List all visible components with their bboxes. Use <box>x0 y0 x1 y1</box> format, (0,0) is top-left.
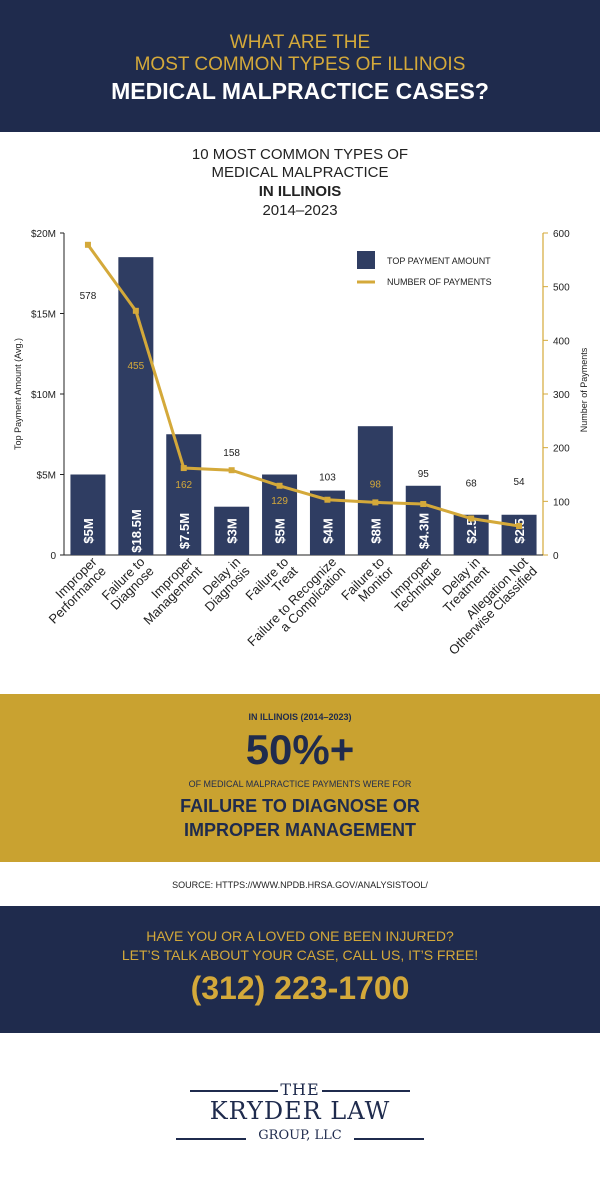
bar-8 <box>405 485 441 555</box>
logo-rule-bottom-right <box>354 1138 424 1140</box>
right-axis-title: Number of Payments <box>579 347 589 432</box>
bar-value-label: $2.5 <box>464 518 479 543</box>
payments-value-label: 68 <box>466 479 478 490</box>
left-axis-title: Top Payment Amount (Avg.) <box>13 338 23 450</box>
bar-4 <box>214 506 250 555</box>
left-tick-label: $5M <box>37 471 56 482</box>
bar-10 <box>501 514 537 555</box>
x-tick-label: Failure toMonitor <box>338 554 397 613</box>
logo-rule-left <box>190 1090 278 1092</box>
stat-sub: OF MEDICAL MALPRACTICE PAYMENTS WERE FOR <box>188 779 412 789</box>
x-tick-label: ImproperPerformance <box>36 554 109 627</box>
chart-title-line-3: IN ILLINOIS <box>258 183 342 200</box>
payments-point <box>228 467 235 474</box>
source-text: SOURCE: HTTPS://WWW.NPDB.HRSA.GOV/ANALYS… <box>172 880 428 890</box>
bar-value-label: $7.5M <box>177 513 192 549</box>
payments-value-label: 578 <box>80 291 97 302</box>
header-banner <box>0 0 600 132</box>
payments-line <box>86 243 520 528</box>
cta-line-2: LET’S TALK ABOUT YOUR CASE, CALL US, IT’… <box>121 947 479 963</box>
bar-value-label: $5M <box>81 518 96 543</box>
stat-line-2: IMPROPER MANAGEMENT <box>183 820 416 840</box>
payments-point <box>132 307 139 314</box>
x-tick-label: Failure toDiagnose <box>98 554 157 613</box>
chart: 0 $5M $10M $15M $20M 0 100 200 300 400 500 600 Top P… <box>13 229 589 658</box>
x-tick-label: Failure to Recognizea Complication <box>244 554 348 658</box>
right-tick-label: 600 <box>553 229 570 240</box>
payments-point <box>468 515 475 522</box>
bar-2 <box>118 257 154 555</box>
bar-value-label: $4M <box>320 518 335 543</box>
stat-big-number: 50%+ <box>245 726 355 773</box>
right-tick-label: 400 <box>553 336 570 347</box>
payments-point <box>324 496 331 503</box>
chart-title-line-1: 10 MOST COMMON TYPES OF <box>191 146 409 163</box>
payments-value-label: 162 <box>175 480 192 491</box>
legend-label-bar: TOP PAYMENT AMOUNT <box>387 256 491 266</box>
payments-value-label: 95 <box>418 469 430 480</box>
stat-kicker: IN ILLINOIS (2014–2023) <box>248 712 352 722</box>
payments-value-label: 54 <box>513 477 525 488</box>
right-tick-label: 500 <box>553 283 570 294</box>
stat-line-1: FAILURE TO DIAGNOSE OR <box>180 796 420 816</box>
cta-line-1: HAVE YOU OR A LOVED ONE BEEN INJURED? <box>146 928 454 944</box>
logo-name: KRYDER LAW <box>209 1097 391 1125</box>
payments-point <box>516 523 523 530</box>
payments-value-label: 103 <box>319 473 336 484</box>
payments-point <box>372 499 379 506</box>
payments-point <box>180 465 187 472</box>
legend-swatch-bar <box>357 251 375 269</box>
chart-title-line-2: MEDICAL MALPRACTICE <box>211 164 389 181</box>
bar-7 <box>357 426 393 555</box>
x-tick-label: ImproperTechnique <box>382 554 444 616</box>
bar-value-label: $2.5 <box>512 518 527 543</box>
logo-rule-bottom-left <box>176 1138 246 1140</box>
left-tick-label: $15M <box>31 310 56 321</box>
payments-value-label: 98 <box>370 479 382 490</box>
logo-the: THE <box>280 1080 320 1099</box>
header-line-2: MOST COMMON TYPES OF ILLINOIS <box>134 54 466 75</box>
left-tick-label: $10M <box>31 390 56 401</box>
left-tick-label: $20M <box>31 229 56 240</box>
cta-banner <box>0 906 600 1033</box>
bar-value-label: $5M <box>273 518 288 543</box>
payments-value-label: 158 <box>223 448 240 459</box>
right-tick-label: 100 <box>553 497 570 508</box>
chart-title-years: 2014–2023 <box>262 202 338 219</box>
right-tick-label: 300 <box>553 390 570 401</box>
right-tick-label: 0 <box>553 551 559 562</box>
bar-value-label: $4.3M <box>416 513 431 549</box>
bar-1 <box>70 474 106 555</box>
bar-value-label: $3M <box>225 518 240 543</box>
legend-label-line: NUMBER OF PAYMENTS <box>387 277 492 287</box>
bar-value-label: $8M <box>368 518 383 543</box>
payments-point <box>276 482 283 489</box>
header-line-3: MEDICAL MALPRACTICE CASES? <box>111 78 489 104</box>
phone-number[interactable]: (312) 223-1700 <box>190 970 410 1006</box>
payments-point <box>420 501 427 508</box>
payments-point <box>84 241 91 248</box>
bar-value-label: $18.5M <box>129 509 144 552</box>
right-tick-label: 200 <box>553 444 570 455</box>
logo-group: GROUP, LLC <box>258 1128 342 1143</box>
left-tick-label: 0 <box>50 551 56 562</box>
header-line-1: WHAT ARE THE <box>229 32 371 53</box>
payments-value-label: 129 <box>271 496 288 507</box>
bar-3 <box>166 434 202 555</box>
payments-value-label: 455 <box>128 361 145 372</box>
stat-banner <box>0 694 600 862</box>
x-tick-label: Delay inDiagnosis <box>192 554 253 615</box>
logo-rule-right <box>322 1090 410 1092</box>
